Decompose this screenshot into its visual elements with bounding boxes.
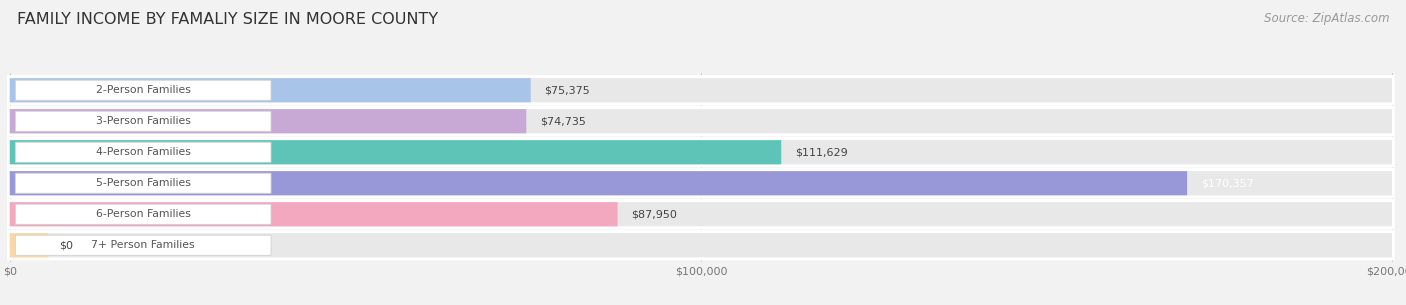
Text: FAMILY INCOME BY FAMALIY SIZE IN MOORE COUNTY: FAMILY INCOME BY FAMALIY SIZE IN MOORE C… — [17, 12, 439, 27]
Text: $87,950: $87,950 — [631, 209, 678, 219]
Text: $111,629: $111,629 — [794, 147, 848, 157]
FancyBboxPatch shape — [10, 233, 1392, 257]
FancyBboxPatch shape — [10, 109, 1392, 133]
FancyBboxPatch shape — [7, 106, 1395, 136]
FancyBboxPatch shape — [10, 109, 526, 133]
FancyBboxPatch shape — [7, 199, 1395, 229]
FancyBboxPatch shape — [15, 204, 271, 224]
FancyBboxPatch shape — [10, 78, 530, 102]
FancyBboxPatch shape — [7, 75, 1395, 106]
Text: Source: ZipAtlas.com: Source: ZipAtlas.com — [1264, 12, 1389, 25]
FancyBboxPatch shape — [15, 142, 271, 162]
FancyBboxPatch shape — [7, 137, 1395, 167]
Text: 7+ Person Families: 7+ Person Families — [91, 240, 195, 250]
FancyBboxPatch shape — [10, 171, 1392, 195]
Text: $75,375: $75,375 — [544, 85, 591, 95]
Text: 6-Person Families: 6-Person Families — [96, 209, 191, 219]
FancyBboxPatch shape — [15, 235, 271, 255]
Text: 2-Person Families: 2-Person Families — [96, 85, 191, 95]
FancyBboxPatch shape — [7, 230, 1395, 260]
FancyBboxPatch shape — [10, 233, 48, 257]
FancyBboxPatch shape — [7, 168, 1395, 199]
Text: 3-Person Families: 3-Person Families — [96, 116, 191, 126]
Text: $170,357: $170,357 — [1201, 178, 1254, 188]
FancyBboxPatch shape — [15, 80, 271, 100]
Text: $0: $0 — [59, 240, 73, 250]
FancyBboxPatch shape — [10, 140, 782, 164]
FancyBboxPatch shape — [10, 202, 1392, 226]
Text: $74,735: $74,735 — [540, 116, 586, 126]
Text: 4-Person Families: 4-Person Families — [96, 147, 191, 157]
FancyBboxPatch shape — [15, 111, 271, 131]
FancyBboxPatch shape — [15, 173, 271, 193]
Text: 5-Person Families: 5-Person Families — [96, 178, 191, 188]
FancyBboxPatch shape — [10, 140, 1392, 164]
FancyBboxPatch shape — [10, 78, 1392, 102]
FancyBboxPatch shape — [10, 202, 617, 226]
FancyBboxPatch shape — [10, 171, 1187, 195]
